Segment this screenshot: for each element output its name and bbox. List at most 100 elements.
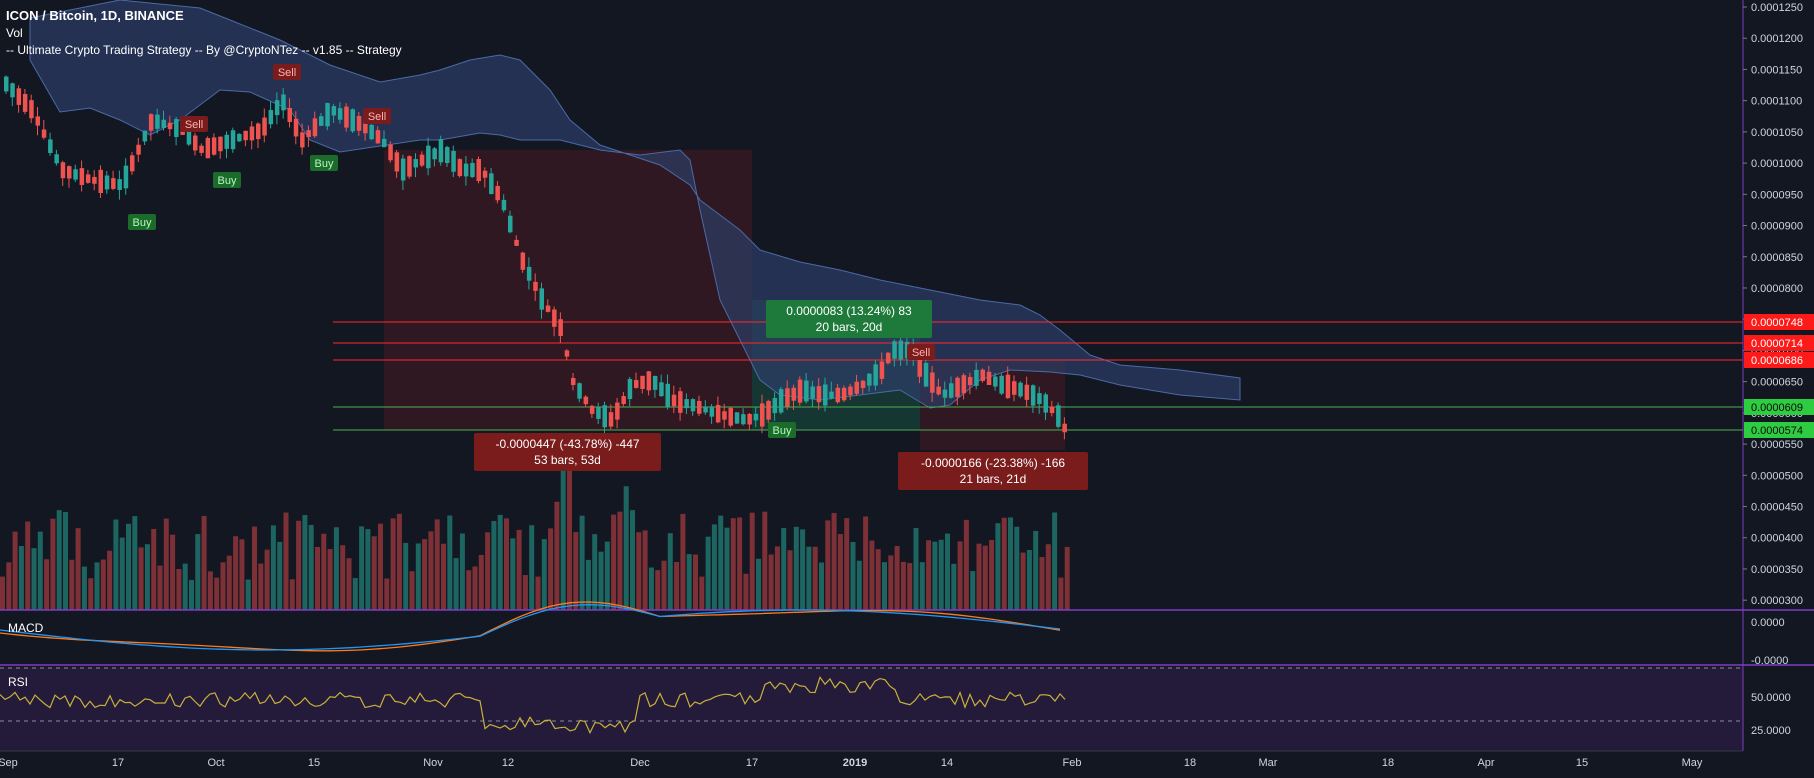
- volume-bar: [806, 546, 812, 610]
- time-axis-label: 15: [308, 757, 320, 769]
- candle-body: [205, 138, 211, 159]
- candle-body: [356, 116, 362, 131]
- price-tick-label: 0.0000800: [1751, 283, 1803, 295]
- volume-bar: [81, 566, 87, 610]
- volume-bar: [661, 560, 667, 610]
- candle-body: [142, 130, 148, 142]
- candle-body: [741, 414, 746, 425]
- volume-bar: [598, 551, 604, 610]
- volume-bar: [1026, 549, 1032, 610]
- volume-bar: [554, 501, 560, 610]
- candle-body: [501, 199, 507, 211]
- time-axis-label: 2019: [843, 757, 867, 769]
- candle-body: [709, 406, 715, 417]
- volume-bar: [787, 550, 793, 610]
- volume-bar: [510, 538, 516, 610]
- candle-body: [85, 174, 91, 183]
- candle-body: [161, 119, 166, 128]
- candle-body: [331, 106, 337, 116]
- volume-bar: [359, 526, 365, 610]
- volume-bar: [585, 559, 591, 610]
- volume-bar: [75, 528, 81, 610]
- signal-label: Sell: [912, 347, 930, 359]
- macd-line: [0, 604, 1061, 651]
- volume-bar: [1045, 544, 1051, 610]
- candle-body: [715, 404, 721, 423]
- candle-body: [237, 133, 242, 142]
- candle-body: [306, 130, 311, 138]
- trade-result-box: -0.0000447 (-43.78%) -447 53 bars, 53d: [474, 433, 661, 471]
- candle-body: [665, 383, 670, 408]
- trade-result-bg: [898, 452, 1088, 490]
- time-axis-label: May: [1682, 757, 1703, 769]
- price-tick-label: 0.0000550: [1751, 439, 1803, 451]
- volume-bar: [693, 554, 698, 610]
- candle-body: [564, 350, 570, 357]
- candle-body: [860, 380, 866, 389]
- candle-body: [602, 405, 607, 428]
- price-level-value: 0.0000686: [1751, 355, 1803, 367]
- candle-body: [426, 145, 431, 169]
- volume-bar: [302, 515, 308, 610]
- volume-bar: [352, 578, 358, 610]
- price-tick-label: 0.0000450: [1751, 502, 1803, 514]
- candle-body: [1049, 406, 1055, 414]
- price-level-value: 0.0000609: [1751, 402, 1803, 414]
- volume-bar: [170, 534, 176, 610]
- volume-bar: [453, 558, 459, 610]
- candle-body: [388, 144, 393, 161]
- volume-bar: [781, 527, 787, 610]
- trade-result-bars: 53 bars, 53d: [534, 453, 601, 467]
- candle-body: [4, 76, 9, 92]
- candle-body: [577, 383, 582, 399]
- candle-body: [986, 371, 992, 385]
- candle-body: [186, 128, 192, 145]
- price-tick-label: 0.0000300: [1751, 595, 1803, 607]
- volume-bar: [1033, 530, 1039, 610]
- volume-bar: [6, 562, 12, 610]
- candle-body: [615, 402, 620, 420]
- volume-bar: [837, 534, 843, 610]
- volume-bar: [182, 563, 188, 610]
- volume-bar: [497, 514, 503, 610]
- candle-body: [873, 364, 878, 386]
- volume-bar: [573, 532, 579, 610]
- candle-body: [797, 379, 803, 403]
- candle-body: [816, 386, 822, 403]
- volume-bar: [315, 547, 320, 610]
- volume-bar: [201, 515, 207, 610]
- candle-body: [130, 155, 135, 172]
- candle-body: [407, 156, 412, 177]
- candle-body: [772, 398, 778, 414]
- trade-result-pnl: -0.0000166 (-23.38%) -166: [921, 456, 1065, 470]
- candle-body: [22, 93, 28, 112]
- volume-bar: [642, 530, 648, 610]
- price-tick-label: 0.0000350: [1751, 564, 1803, 576]
- candle-body: [854, 381, 859, 394]
- volume-bar: [100, 559, 106, 610]
- candle-body: [451, 150, 456, 172]
- candle-body: [678, 391, 683, 413]
- volume-bar: [1008, 517, 1013, 610]
- candle-body: [489, 173, 494, 194]
- candle-body: [350, 109, 355, 132]
- candle-body: [974, 369, 979, 386]
- volume-bar: [737, 517, 743, 610]
- candle-body: [508, 215, 513, 233]
- candle-body: [432, 148, 437, 160]
- candle-body: [300, 132, 305, 148]
- price-tick-label: 0.0001000: [1751, 158, 1803, 170]
- candle-body: [627, 379, 633, 400]
- candle-body: [621, 396, 626, 405]
- volume-bar: [875, 549, 881, 610]
- candle-body: [879, 361, 885, 379]
- candle-body: [955, 377, 960, 397]
- candle-body: [476, 159, 481, 181]
- candle-body: [155, 114, 160, 129]
- volume-bar: [403, 542, 409, 610]
- volume-bar: [907, 563, 913, 610]
- candle-body: [104, 175, 110, 190]
- candle-body: [942, 389, 948, 398]
